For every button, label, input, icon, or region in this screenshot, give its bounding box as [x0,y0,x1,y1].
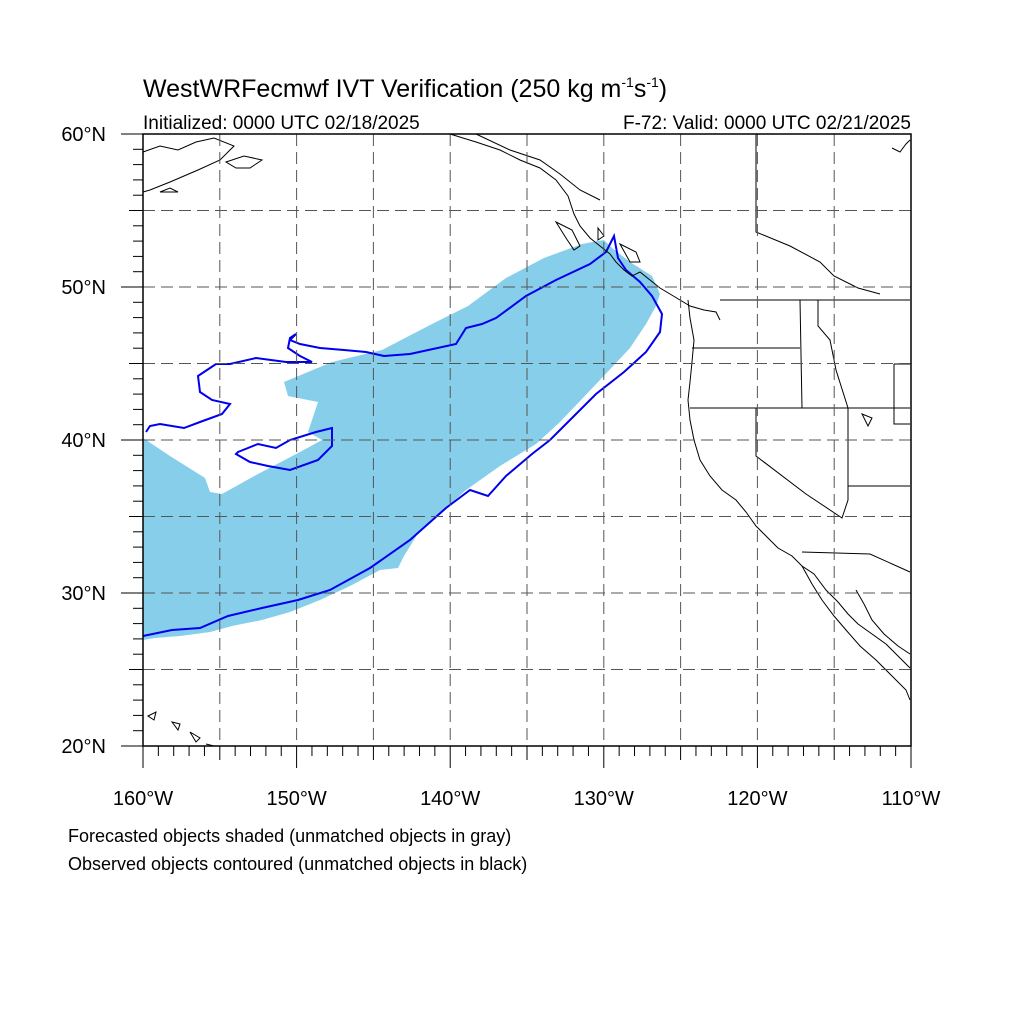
latitude-label: 60°N [61,124,106,146]
panhandle-islands [554,220,641,263]
longitude-label: 150°W [266,788,326,810]
longitude-label: 160°W [113,788,173,810]
legend-forecast-note: Forecasted objects shaded (unmatched obj… [68,826,511,846]
axis-ticks [121,133,912,768]
latitude-label: 30°N [61,583,106,605]
hawaii-islands [147,711,215,747]
subtitle-valid: F-72: Valid: 0000 UTC 02/21/2025 [623,113,911,134]
alaska-islands [159,155,264,193]
title-sup2: -1 [646,74,659,90]
longitude-labels: 160°W 150°W 140°W 130°W 120°W 110°W [113,788,941,810]
longitude-label: 140°W [420,788,480,810]
nevada-border [755,408,849,519]
panhandle-coast [449,133,721,321]
latitude-labels: 60°N 50°N 40°N 30°N 20°N [61,124,106,758]
map-title: WestWRFecmwf IVT Verification (250 kg m-… [143,74,667,103]
california-mexico-border [801,551,911,573]
longitude-label: 110°W [882,788,941,810]
observed-contour-inner [234,426,333,472]
utah-border [848,363,910,487]
latitude-label: 40°N [61,430,106,452]
lake-outlines [860,139,911,428]
latitude-label: 20°N [61,736,106,758]
longitude-label: 130°W [574,788,634,810]
observed-object [142,232,664,637]
longitude-label: 120°W [727,788,787,810]
observed-contour-outer [142,232,664,637]
us-west-coast [687,299,911,669]
legend-observed-note: Observed objects contoured (unmatched ob… [68,854,527,874]
canada-interior [755,134,881,295]
graticule [143,134,911,746]
title-main: WestWRFecmwf IVT Verification (250 kg m [143,75,621,103]
idaho-border [799,299,849,409]
title-close: ) [659,75,667,103]
latitude-label: 50°N [61,277,106,299]
baja-coast [801,565,911,701]
subtitle-initialized: Initialized: 0000 UTC 02/18/2025 [143,113,420,134]
title-mid: s [634,75,647,103]
title-sup1: -1 [621,74,634,90]
canada-coast-north [475,133,601,201]
alaska-coast [142,137,235,193]
